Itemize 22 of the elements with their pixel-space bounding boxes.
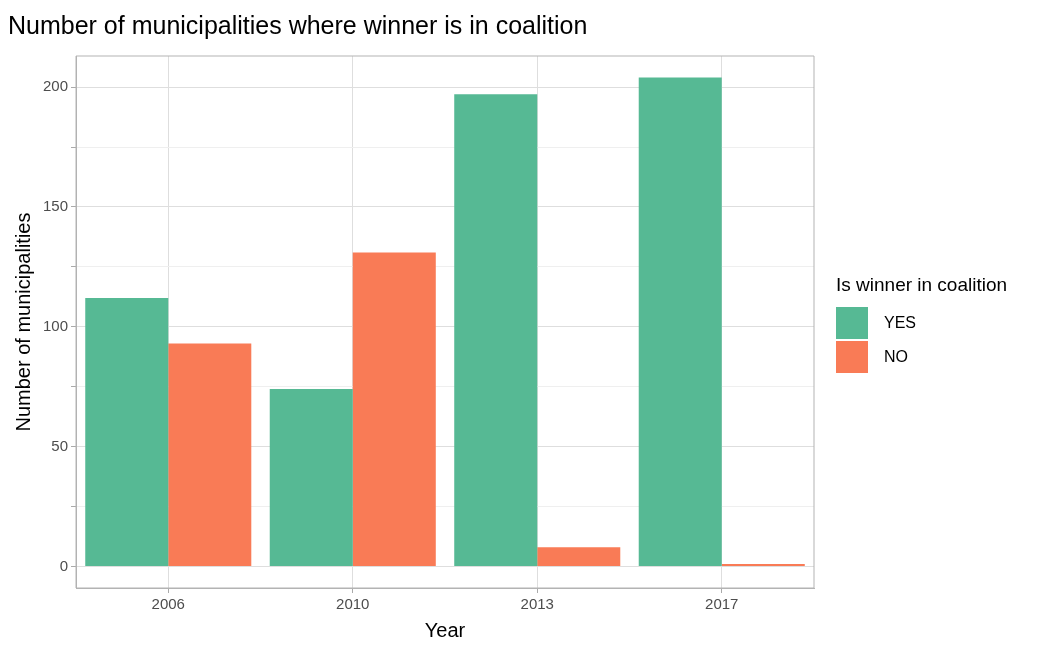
y-tick-label: 100 [43, 316, 69, 334]
chart-title: Number of municipalities where winner is in coalition [8, 10, 588, 39]
x-tick-label: 2006 [151, 595, 185, 613]
y-tick-label: 150 [43, 197, 69, 215]
bar [168, 343, 252, 566]
legend-label: NO [884, 348, 908, 366]
bar [85, 298, 169, 566]
y-tick-label: 200 [43, 77, 69, 95]
bar [638, 77, 722, 566]
y-tick-label: 0 [59, 556, 69, 574]
legend-label: YES [884, 314, 917, 332]
x-axis-title: Year [424, 618, 466, 641]
y-tick-label: 50 [51, 436, 69, 454]
x-tick-label: 2017 [705, 595, 739, 613]
bar [269, 389, 353, 566]
bar [537, 547, 621, 566]
x-tick-label: 2010 [336, 595, 370, 613]
y-axis-title: Number of municipalities [11, 212, 34, 432]
bar [352, 252, 436, 566]
bar [454, 94, 538, 566]
legend-title: Is winner in coalition [836, 274, 1008, 296]
x-tick-label: 2013 [520, 595, 554, 613]
